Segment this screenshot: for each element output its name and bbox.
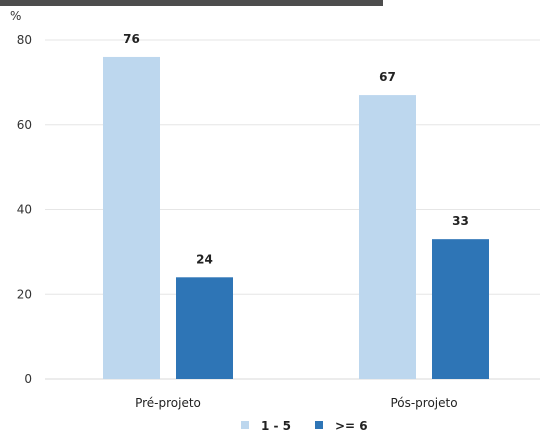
bar <box>103 56 160 379</box>
top-decor-bar <box>0 0 383 6</box>
y-tick-label: 40 <box>17 203 32 217</box>
data-label: 33 <box>452 214 469 228</box>
data-label: 67 <box>379 70 396 84</box>
bar <box>176 277 233 379</box>
data-labels: 76 24 67 33 <box>123 32 469 266</box>
legend: 1 - 5 >= 6 <box>241 419 368 432</box>
bar <box>359 95 416 380</box>
bars <box>103 56 489 380</box>
data-label: 24 <box>196 252 213 266</box>
y-axis-unit-label: % <box>10 9 21 23</box>
y-axis-ticks: 0 20 40 60 80 <box>17 33 32 386</box>
x-axis-categories: Pré-projeto Pós-projeto <box>135 396 457 410</box>
y-tick-label: 0 <box>24 372 32 386</box>
y-tick-label: 60 <box>17 118 32 132</box>
legend-label: 1 - 5 <box>261 419 291 432</box>
legend-swatch <box>241 421 249 429</box>
data-label: 76 <box>123 32 140 46</box>
legend-label: >= 6 <box>335 419 368 432</box>
y-tick-label: 80 <box>17 33 32 47</box>
legend-swatch <box>315 421 323 429</box>
y-tick-label: 20 <box>17 287 32 301</box>
bar <box>432 239 489 379</box>
x-category-label: Pós-projeto <box>390 396 457 410</box>
x-category-label: Pré-projeto <box>135 396 201 410</box>
